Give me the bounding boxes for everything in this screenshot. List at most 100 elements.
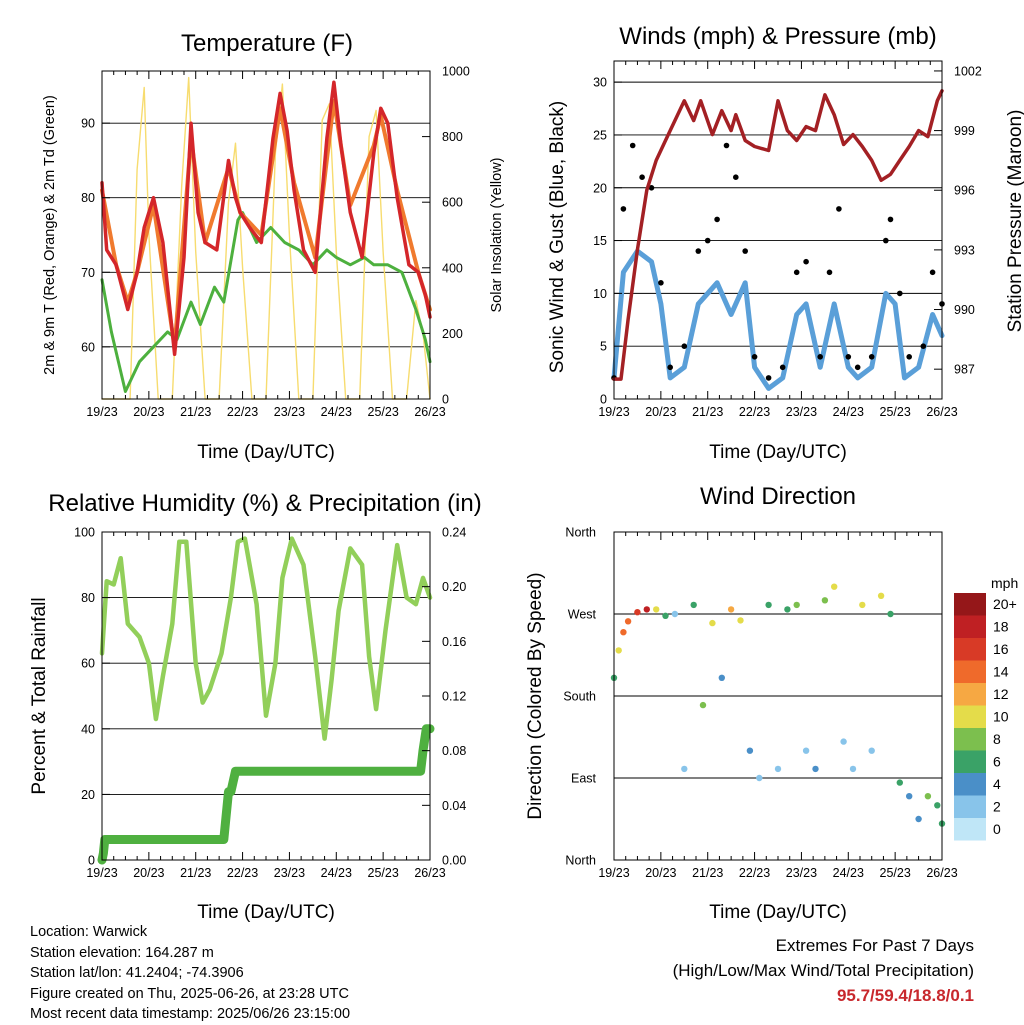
- relative-humidity-line: [99, 536, 433, 741]
- direction-point: [793, 601, 800, 609]
- direction-point: [690, 601, 697, 609]
- x-tick-label: 19/23: [598, 405, 629, 419]
- x-tick-label: 24/23: [321, 405, 352, 419]
- humidity-panel: Relative Humidity (%) & Precipitation (i…: [29, 490, 482, 923]
- gust-point: [836, 206, 842, 212]
- direction-point: [615, 647, 622, 654]
- direction-point: [765, 601, 772, 609]
- colorbar-swatch: [954, 683, 986, 706]
- direction-point: [756, 774, 763, 782]
- gust-point: [793, 269, 800, 276]
- winds-plot: [611, 89, 945, 391]
- colorbar-swatch: [954, 728, 986, 751]
- colorbar-label: 10: [993, 709, 1009, 725]
- x-tick-label: 26/23: [926, 866, 957, 880]
- x-tick-label: 24/23: [833, 866, 864, 880]
- direction-point: [718, 674, 725, 681]
- x-tick-label: 23/23: [786, 405, 817, 419]
- colorbar-label: 2: [993, 799, 1001, 815]
- station-location: Location: Warwick: [30, 924, 148, 940]
- y-tick-label-right: 0: [442, 393, 449, 407]
- y-tick-label-right: 0.24: [442, 526, 466, 540]
- winds-panel: Winds (mph) & Pressure (mb) 19/23 20/23 21…: [547, 23, 1024, 463]
- direction-point: [634, 609, 641, 616]
- direction-point: [643, 606, 650, 613]
- x-tick-label: 20/23: [133, 866, 164, 880]
- colorbar-swatch: [954, 615, 986, 638]
- x-tick-label: 25/23: [368, 405, 399, 419]
- gust-point: [765, 375, 772, 381]
- y-tick-label-left: 25: [593, 128, 607, 142]
- x-tick-label: 20/23: [645, 405, 676, 419]
- figure-created: Figure created on Thu, 2025-06-26, at 23…: [30, 985, 349, 1002]
- colorbar-swatch: [954, 705, 986, 728]
- winds-title: Winds (mph) & Pressure (mb): [619, 23, 936, 50]
- y-tick-label-right: 400: [442, 261, 463, 275]
- direction-point: [877, 592, 885, 599]
- colorbar-swatch: [954, 773, 986, 796]
- y-tick-label-left: 20: [593, 181, 607, 195]
- direction-point: [859, 601, 866, 609]
- station-pressure-line: [612, 89, 944, 381]
- direction-point: [662, 612, 669, 619]
- speed-colorbar: 20+ 18 16 14 12 10 8 6 4 2 0: [954, 593, 1017, 841]
- temperature-grid: [102, 122, 430, 348]
- humidity-title: Relative Humidity (%) & Precipitation (i…: [48, 490, 481, 517]
- direction-title: Wind Direction: [700, 483, 856, 510]
- x-tick-label: 26/23: [414, 405, 445, 419]
- colorbar-label: 14: [993, 664, 1009, 680]
- colorbar-swatch: [954, 638, 986, 661]
- humidity-ticks: 19/23 20/23 21/23 22/23 23/23 24/23 25/23 26/23…: [74, 526, 466, 881]
- x-tick-label: 26/23: [926, 405, 957, 419]
- y-tick-label-left: 80: [81, 591, 95, 605]
- gust-point: [803, 258, 809, 265]
- gust-point: [620, 206, 627, 212]
- temperature-ticks: 19/23 20/23 21/23 22/23 23/23 24/23 25/23 26/23…: [81, 65, 470, 420]
- y-tick-label-left: 90: [81, 117, 95, 131]
- direction-point: [737, 617, 744, 624]
- y-tick-label-left: 0: [88, 854, 95, 868]
- recent-timestamp: Most recent data timestamp: 2025/06/26 2…: [30, 1006, 351, 1022]
- gust-point: [887, 216, 894, 223]
- direction-point: [934, 802, 941, 809]
- direction-point: [812, 765, 819, 773]
- x-tick-label: 19/23: [598, 866, 629, 880]
- extremes-values: 95.7/59.4/18.8/0.1: [836, 986, 974, 1005]
- direction-panel: Wind Direction 19/23 20/23 21/23 22/23 23/23…: [525, 483, 1018, 923]
- direction-point: [653, 606, 660, 613]
- colorbar-label: 12: [993, 686, 1009, 702]
- temperature-panel: Temperature (F) 19/23 20/23 21/23 22/23 23/2…: [42, 30, 505, 463]
- direction-point: [681, 765, 688, 773]
- direction-point: [671, 610, 679, 618]
- y-tick-label-right: 1002: [954, 64, 982, 78]
- x-tick-label: 23/23: [274, 866, 305, 880]
- direction-grid: [614, 613, 942, 779]
- y-tick-label-right: 1000: [442, 65, 470, 79]
- y-tick-label-right: 996: [954, 184, 975, 198]
- gust-point: [883, 237, 889, 244]
- gust-point: [723, 142, 730, 149]
- humidity-grid: [102, 597, 430, 795]
- colorbar-label: 6: [993, 754, 1001, 770]
- colorbar-swatch: [954, 660, 986, 683]
- x-tick-label: 23/23: [274, 405, 305, 419]
- y-tick-label-right: 993: [954, 243, 975, 257]
- gust-point: [906, 354, 912, 360]
- y-tick-label-left: 10: [593, 287, 607, 301]
- colorbar-title: mph: [991, 575, 1018, 591]
- y-tick-label-left: North: [565, 854, 596, 868]
- direction-point: [887, 610, 894, 618]
- direction-point: [727, 606, 735, 613]
- x-tick-label: 25/23: [368, 866, 399, 880]
- y-tick-label-left: 80: [81, 191, 95, 205]
- y-tick-label-left: 70: [81, 266, 95, 280]
- temperature-ylabel-right: Solar Insolation (Yellow): [489, 157, 505, 312]
- y-tick-label-left: 60: [81, 340, 95, 354]
- direction-point: [620, 629, 627, 636]
- direction-point: [699, 701, 707, 709]
- station-info: Location: Warwick Station elevation: 164…: [30, 922, 350, 1025]
- winds-ylabel-left: Sonic Wind & Gust (Blue, Black): [547, 101, 568, 373]
- x-tick-label: 26/23: [414, 866, 445, 880]
- total-rainfall-line: [97, 724, 435, 865]
